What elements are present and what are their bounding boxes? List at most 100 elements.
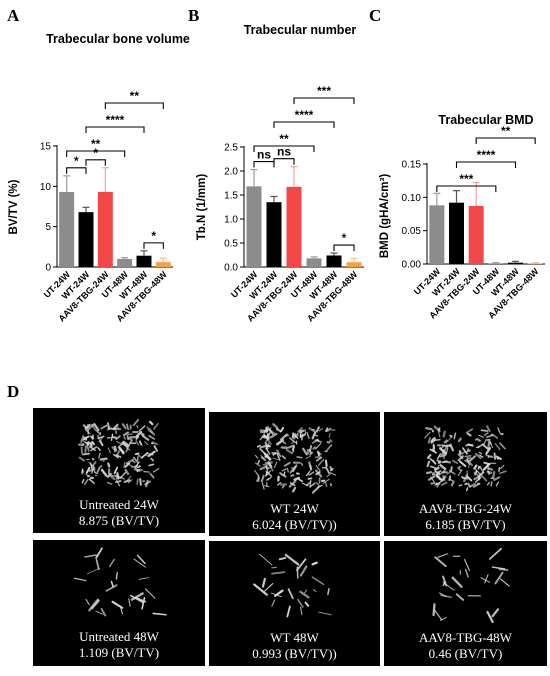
bar (117, 258, 133, 267)
trabecula (305, 455, 312, 460)
y-tick-label: 0.5 (224, 239, 238, 250)
trabecula (144, 480, 152, 486)
trabecula (317, 458, 325, 466)
trabecula (271, 452, 280, 455)
trabecula (315, 465, 321, 472)
trabecula (473, 464, 478, 470)
trabecula (487, 441, 491, 450)
trabecula (273, 461, 278, 469)
trabecula (135, 465, 141, 469)
trabecula (437, 453, 441, 460)
significance-label: * (74, 154, 79, 168)
trabecula (81, 479, 85, 484)
trabecula (282, 441, 287, 445)
trabecula (311, 431, 317, 440)
trabecula (126, 458, 135, 465)
trabecula (464, 454, 472, 458)
trabecula (490, 481, 493, 487)
trabecula (115, 450, 121, 458)
trabecula (272, 423, 279, 430)
trabecula (436, 480, 442, 488)
bar (246, 186, 262, 267)
trabecula (299, 433, 307, 438)
bar (527, 263, 543, 264)
y-tick-label: 0.0 (224, 263, 238, 274)
chart-title: Trabecular bone volume (46, 32, 190, 46)
trabecula (138, 577, 149, 580)
trabecula (312, 446, 317, 450)
trabecula (107, 447, 111, 454)
trabecular-structure (78, 418, 160, 488)
trabecula (466, 428, 474, 434)
trabecula (138, 440, 142, 446)
trabecula (114, 445, 118, 452)
significance-label: * (342, 231, 347, 245)
chart-trabecular-number: Trabecular number Tb.N (1/mm) 0.0 0.5 1.0 1.5… (196, 23, 364, 324)
trabecula (93, 423, 100, 432)
trabecula (260, 456, 267, 462)
trabecula (495, 481, 500, 487)
trabecula (95, 610, 104, 615)
trabecula (468, 455, 476, 462)
trabecula (444, 444, 448, 451)
trabecula (484, 574, 489, 584)
trabecula (286, 467, 290, 473)
trabecula (429, 465, 437, 469)
trabecula (291, 486, 297, 493)
y-tick-label: 0.10 (402, 193, 422, 204)
significance-bracket (66, 167, 87, 174)
trabecula (296, 456, 303, 459)
trabecula (291, 450, 295, 454)
significance-label: ** (91, 137, 101, 151)
trabecula (151, 441, 158, 446)
trabecula (123, 436, 127, 440)
trabecula (487, 467, 494, 471)
trabecula (312, 589, 317, 593)
trabecula (119, 605, 123, 615)
trabecula (287, 588, 294, 600)
trabecula (457, 467, 462, 472)
trabecula (88, 468, 96, 472)
trabecula (73, 577, 87, 582)
trabecula (271, 571, 286, 575)
trabecula (115, 480, 122, 483)
trabecula (475, 452, 482, 459)
micro-ct-caption-value: 0.46 (BV/TV) (429, 646, 503, 661)
trabecula (311, 561, 318, 566)
trabecula (263, 485, 270, 488)
trabecula (284, 553, 300, 566)
bar (346, 262, 362, 267)
trabecula (148, 463, 155, 467)
trabecula (254, 470, 259, 476)
trabecula (88, 478, 95, 484)
trabecula (288, 479, 297, 488)
micro-ct-caption-title: WT 48W (270, 630, 319, 645)
trabecula (296, 558, 307, 572)
trabecula (431, 471, 435, 474)
trabecula (441, 481, 448, 486)
trabecula (426, 471, 433, 475)
trabecula (136, 424, 139, 429)
significance-label: *** (459, 172, 473, 186)
trabecula (124, 468, 130, 476)
trabecula (299, 590, 310, 599)
trabecula (128, 598, 131, 607)
trabecula (432, 603, 436, 617)
trabecula (300, 462, 304, 466)
significance-bracket (104, 102, 164, 109)
trabecula (135, 430, 143, 438)
trabecula (482, 443, 490, 451)
trabecula (136, 455, 139, 464)
trabecula (497, 427, 501, 434)
trabecula (84, 441, 92, 445)
trabecula (105, 584, 118, 592)
micro-ct-image (209, 412, 380, 536)
significance-bracket (475, 137, 536, 144)
trabecula (91, 440, 96, 446)
trabecula (315, 456, 323, 462)
trabecula (286, 605, 291, 618)
trabecula (306, 448, 310, 455)
trabecula (149, 472, 155, 479)
